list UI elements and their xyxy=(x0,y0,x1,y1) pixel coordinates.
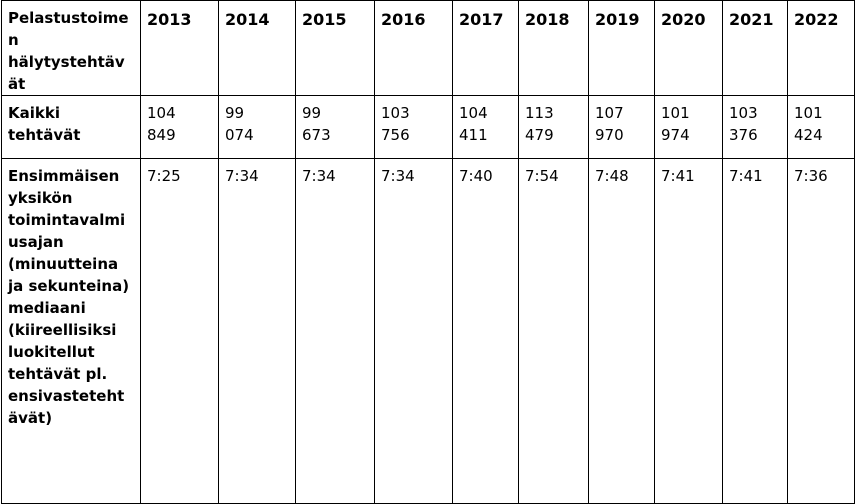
year-header-2022: 2022 xyxy=(787,0,855,96)
year-header-2021: 2021 xyxy=(722,0,788,96)
row-label-response-time-median: Ensimmäisen yksikön toimintavalmiusajan … xyxy=(1,158,141,504)
year-header-2013: 2013 xyxy=(140,0,219,96)
header-label-cell: Pelastustoimen hälytystehtävät xyxy=(1,0,141,96)
header-row: Pelastustoimen hälytystehtävät 2013 2014… xyxy=(1,0,855,96)
all-tasks-cell-2015: 99 673 xyxy=(295,95,375,159)
row-label-all-tasks: Kaikki tehtävät xyxy=(1,95,141,159)
response-time-cell-2014: 7:34 xyxy=(218,158,296,504)
response-time-cell-2018: 7:54 xyxy=(518,158,589,504)
response-time-cell-2019: 7:48 xyxy=(588,158,655,504)
response-time-cell-2022: 7:36 xyxy=(787,158,855,504)
year-header-2016: 2016 xyxy=(374,0,453,96)
year-header-2015: 2015 xyxy=(295,0,375,96)
all-tasks-cell-2020: 101 974 xyxy=(654,95,723,159)
table-row: Kaikki tehtävät 104 849 99 074 99 673 103 75… xyxy=(1,95,855,159)
all-tasks-cell-2021: 103 376 xyxy=(722,95,788,159)
year-header-2014: 2014 xyxy=(218,0,296,96)
all-tasks-cell-2016: 103 756 xyxy=(374,95,453,159)
year-header-2018: 2018 xyxy=(518,0,589,96)
all-tasks-cell-2013: 104 849 xyxy=(140,95,219,159)
all-tasks-cell-2019: 107 970 xyxy=(588,95,655,159)
year-header-2020: 2020 xyxy=(654,0,723,96)
response-time-cell-2020: 7:41 xyxy=(654,158,723,504)
all-tasks-cell-2017: 104 411 xyxy=(452,95,519,159)
response-time-cell-2013: 7:25 xyxy=(140,158,219,504)
response-time-cell-2015: 7:34 xyxy=(295,158,375,504)
year-header-2019: 2019 xyxy=(588,0,655,96)
response-time-cell-2016: 7:34 xyxy=(374,158,453,504)
response-time-cell-2017: 7:40 xyxy=(452,158,519,504)
all-tasks-cell-2014: 99 074 xyxy=(218,95,296,159)
table-row: Ensimmäisen yksikön toimintavalmiusajan … xyxy=(1,158,855,504)
all-tasks-cell-2018: 113 479 xyxy=(518,95,589,159)
response-time-cell-2021: 7:41 xyxy=(722,158,788,504)
year-header-2017: 2017 xyxy=(452,0,519,96)
all-tasks-cell-2022: 101 424 xyxy=(787,95,855,159)
